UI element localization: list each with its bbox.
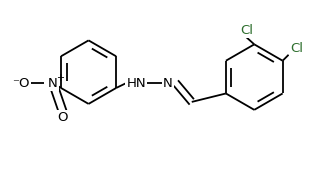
Text: Cl: Cl	[240, 24, 253, 37]
Text: N: N	[163, 76, 173, 90]
Text: HN: HN	[126, 76, 146, 90]
Text: N: N	[48, 76, 58, 90]
Text: ⁻O: ⁻O	[12, 76, 30, 90]
Text: +: +	[56, 73, 64, 83]
Text: Cl: Cl	[290, 42, 303, 55]
Text: O: O	[58, 111, 68, 124]
